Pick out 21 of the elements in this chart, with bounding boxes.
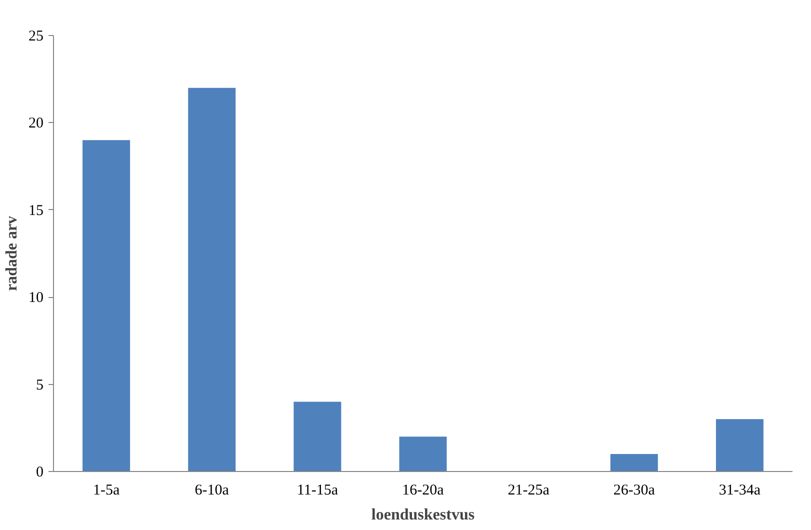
x-tick-label: 16-20a xyxy=(402,482,444,498)
x-tick-label: 6-10a xyxy=(194,482,230,498)
x-tick-label: 26-30a xyxy=(613,482,656,498)
bar xyxy=(294,402,342,472)
y-tick-label: 20 xyxy=(28,116,44,132)
y-tick-label: 5 xyxy=(36,377,44,394)
x-tick-label: 21-25a xyxy=(508,482,550,498)
bar xyxy=(188,88,236,472)
x-tick-label: 11-15a xyxy=(296,482,338,498)
x-tick-label: 1-5a xyxy=(92,482,120,498)
y-tick-label: 10 xyxy=(28,290,44,306)
bar xyxy=(610,454,658,472)
bar xyxy=(82,140,130,472)
y-axis-title: radade arv xyxy=(4,216,20,292)
bar xyxy=(399,436,447,472)
y-tick-label: 15 xyxy=(28,202,44,219)
x-axis-title: loenduskestvus xyxy=(371,506,475,524)
bar xyxy=(716,419,764,472)
y-tick-label: 25 xyxy=(28,28,44,44)
y-tick-label: 0 xyxy=(36,464,44,480)
x-tick-label: 31-34a xyxy=(718,482,761,498)
